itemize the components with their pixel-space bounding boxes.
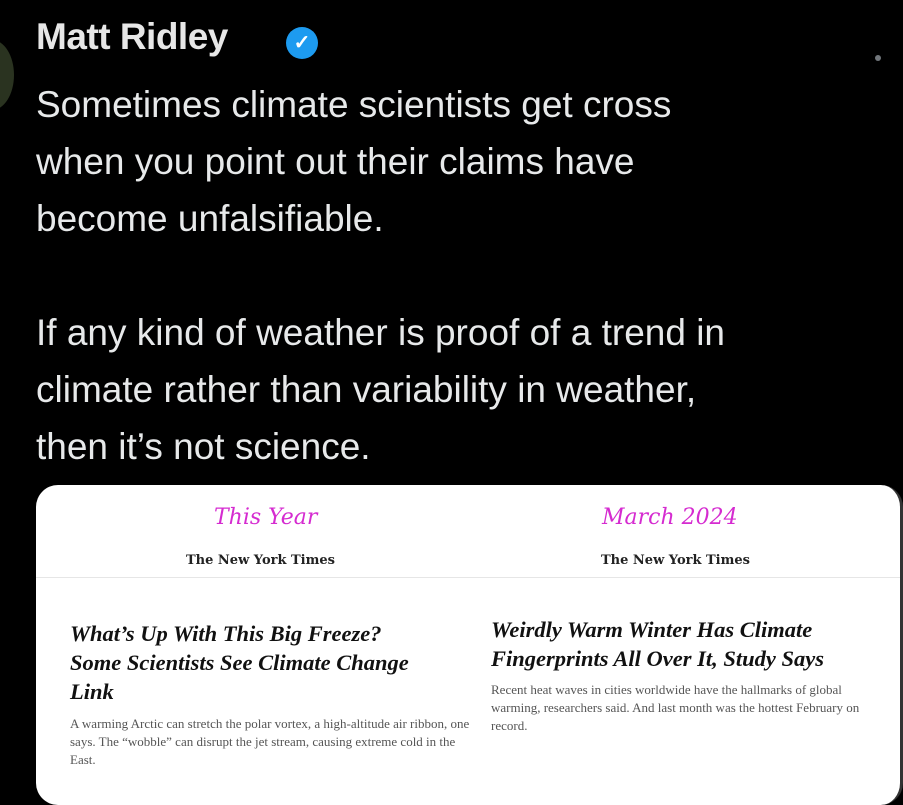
tweet-text: Sometimes climate scientists get cross w… (36, 84, 725, 467)
right-summary: Recent heat waves in cities worldwide ha… (491, 682, 860, 733)
more-options-icon[interactable] (875, 55, 881, 61)
left-headline: What’s Up With This Big Freeze? Some Sci… (70, 621, 409, 704)
attached-image[interactable]: This Year March 2024 The New York Times … (36, 485, 903, 805)
right-headline: Weirdly Warm Winter Has Climate Fingerpr… (491, 617, 824, 671)
left-summary: A warming Arctic can stretch the polar v… (70, 716, 470, 767)
avatar[interactable] (0, 40, 14, 110)
right-label: March 2024 (602, 505, 738, 530)
nyt-logo-left: The New York Times (186, 553, 335, 568)
divider (36, 577, 900, 578)
author-name[interactable]: Matt Ridley (36, 16, 228, 57)
left-label: This Year (214, 505, 318, 530)
nyt-logo-right: The New York Times (601, 553, 750, 568)
verified-badge-icon: ✓ (286, 27, 318, 59)
